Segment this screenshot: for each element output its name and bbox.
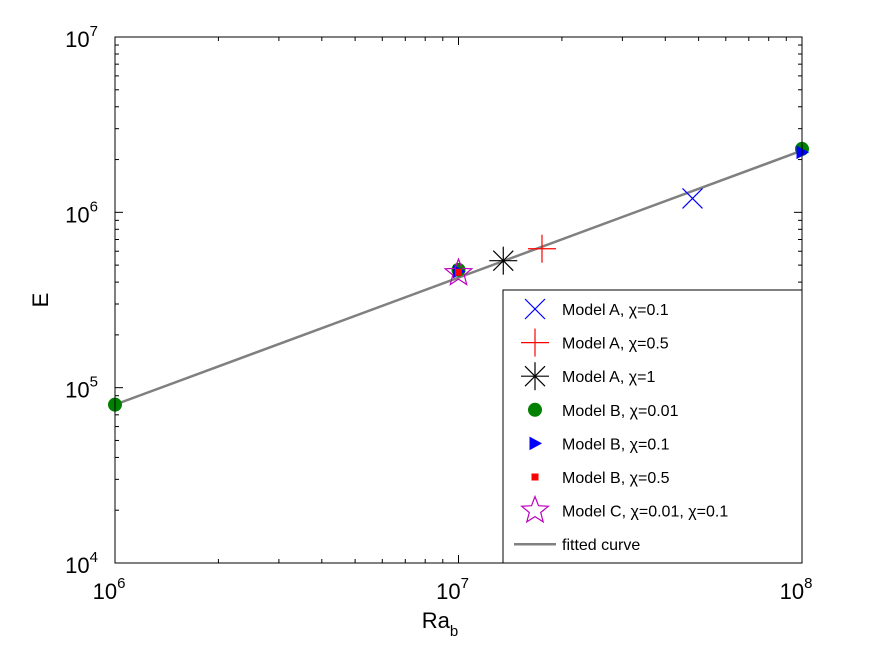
legend-label-4: Model B, χ=0.1 bbox=[562, 436, 670, 453]
y-tick-exp: 5 bbox=[90, 374, 98, 391]
legend-swatch-2 bbox=[521, 362, 549, 391]
legend-label-7: fitted curve bbox=[562, 537, 640, 554]
x-tick-exp: 8 bbox=[804, 575, 812, 592]
point-s1-0 bbox=[527, 234, 556, 263]
x-tick-base: 10 bbox=[93, 579, 117, 604]
x-tick-label-2: 108 bbox=[780, 575, 813, 604]
point-s6-0 bbox=[443, 257, 474, 286]
y-tick-base: 10 bbox=[65, 27, 89, 52]
point-s0-0 bbox=[682, 188, 703, 209]
x-axis-title-main: Ra bbox=[422, 608, 451, 633]
y-tick-base: 10 bbox=[65, 553, 89, 578]
x-tick-exp: 6 bbox=[117, 575, 125, 592]
x-tick-label-1: 107 bbox=[436, 575, 469, 604]
legend-label-6: Model C, χ=0.01, χ=0.1 bbox=[562, 504, 728, 521]
y-tick-label-0: 104 bbox=[65, 549, 98, 578]
y-tick-label-3: 107 bbox=[65, 23, 98, 52]
y-tick-label-1: 105 bbox=[65, 374, 98, 403]
x-tick-base: 10 bbox=[780, 579, 804, 604]
legend-label-5: Model B, χ=0.5 bbox=[562, 470, 670, 487]
x-axis-title-sub: b bbox=[450, 623, 458, 640]
legend-label-1: Model A, χ=0.5 bbox=[562, 336, 669, 353]
legend-label-0: Model A, χ=0.1 bbox=[562, 302, 669, 319]
legend-swatch-0 bbox=[524, 298, 546, 320]
legend-label-3: Model B, χ=0.01 bbox=[562, 403, 679, 420]
legend-swatch-6 bbox=[520, 494, 550, 524]
legend-swatch-1 bbox=[521, 328, 549, 357]
legend-label-2: Model A, χ=1 bbox=[562, 369, 655, 386]
point-s5-0 bbox=[455, 268, 462, 276]
point-s2-0 bbox=[489, 246, 518, 275]
y-tick-exp: 4 bbox=[90, 549, 98, 566]
legend-swatch-3 bbox=[528, 402, 542, 417]
legend-box bbox=[502, 289, 803, 564]
y-tick-label-2: 106 bbox=[65, 198, 98, 227]
legend-swatch-4 bbox=[529, 436, 543, 451]
y-tick-exp: 7 bbox=[90, 23, 98, 40]
y-tick-base: 10 bbox=[65, 202, 89, 227]
x-tick-base: 10 bbox=[436, 579, 460, 604]
y-tick-base: 10 bbox=[65, 378, 89, 403]
y-tick-exp: 6 bbox=[90, 198, 98, 215]
y-axis-title: E bbox=[28, 293, 53, 308]
x-axis-title: Rab bbox=[422, 608, 458, 640]
legend-swatch-5 bbox=[531, 473, 539, 481]
x-tick-label-0: 106 bbox=[93, 575, 126, 604]
x-tick-exp: 7 bbox=[461, 575, 469, 592]
legend: Model A, χ=0.1 Model A, χ=0.5 Model A, χ=1… bbox=[502, 289, 803, 564]
